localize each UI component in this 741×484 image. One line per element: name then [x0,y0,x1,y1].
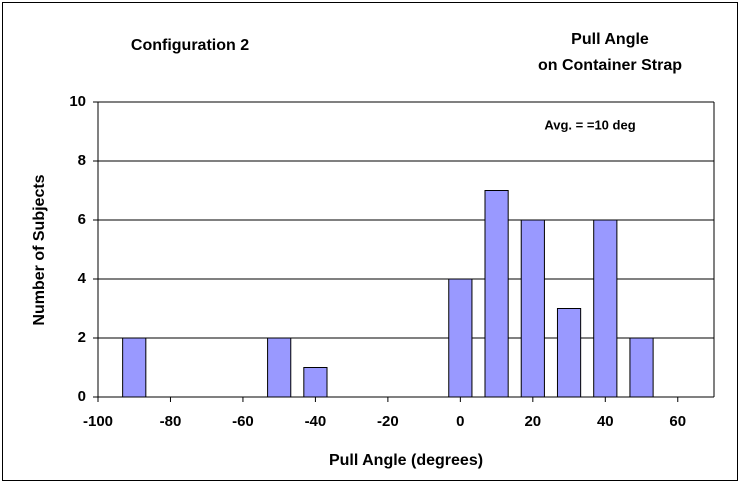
x-tick-label: -60 [232,413,254,430]
x-tick-label: 40 [597,413,614,430]
x-tick-label: -40 [305,413,327,430]
y-tick-label: 0 [78,388,86,405]
x-tick-label: 0 [456,413,464,430]
chart-title: Pull Angle [571,31,649,48]
bar [520,219,545,398]
chart-title: on Container Strap [538,57,682,74]
bar [267,337,292,398]
y-tick-label: 4 [78,270,87,287]
bar [448,278,473,398]
bar [556,308,582,398]
x-tick-label: -20 [377,413,399,430]
y-tick-label: 6 [78,211,86,228]
bar [122,337,147,398]
x-tick-label: -80 [160,413,182,430]
bar [484,190,509,398]
x-tick-label: -100 [83,413,113,430]
y-tick-label: 2 [78,329,86,346]
y-tick-label: 8 [78,152,86,169]
x-tick-label: 60 [669,413,686,430]
bar [629,337,654,398]
bar [593,219,618,398]
annotation: Avg. = =10 deg [544,117,635,132]
y-axis-label: Number of Subjects [31,174,48,325]
y-tick-label: 10 [69,93,86,110]
bar [303,367,328,398]
x-tick-label: 20 [524,413,541,430]
subtitle: Configuration 2 [131,37,249,54]
x-axis-label: Pull Angle (degrees) [329,452,483,469]
